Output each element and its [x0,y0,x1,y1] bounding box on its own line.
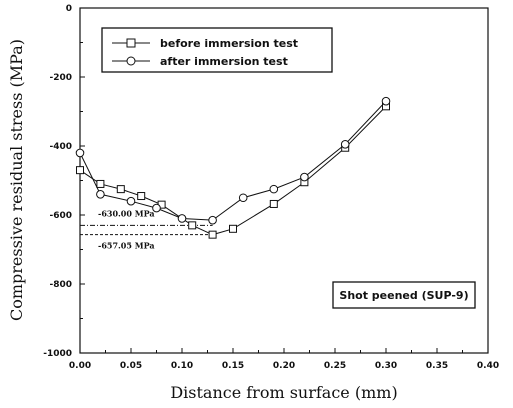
legend-label-before: before immersion test [160,37,298,50]
x-tick-label: 0.40 [477,361,499,371]
data-point-circle [96,190,105,199]
data-point-circle [126,196,136,206]
x-tick-label: 0.05 [120,361,142,371]
x-axis: 0.00 0.05 0.10 0.15 0.20 0.25 0.30 0.35 0.40 [69,348,499,371]
y-axis: 0 -200 -400 -600 -800 -1000 [43,4,85,359]
data-point-circle [177,214,187,223]
annotation-text: Shot peened (SUP-9) [339,289,468,302]
data-point-square [96,179,105,188]
data-point-circle [208,215,217,225]
data-point-circle [269,184,279,194]
x-tick-label: 0.10 [171,361,193,371]
series-layer [75,96,391,239]
reference-lines: -630.00 MPa -657.05 MPa [80,208,213,251]
x-tick-label: 0.25 [324,361,346,371]
data-point-circle [300,172,309,182]
legend-marker-circle [126,56,136,66]
series-line [79,100,387,221]
data-point-square [208,230,217,239]
legend-marker-square [126,38,136,48]
y-tick-label: -600 [49,211,72,221]
annotation-frame [332,281,476,309]
data-point-circle [75,148,85,158]
x-tick-label: 0.20 [273,361,295,371]
data-point-circle [381,96,391,106]
y-axis-label: Compressive residual stress (MPa) [7,39,26,321]
y-tick-label: -400 [49,142,72,152]
legend: before immersion test after immersion te… [101,27,333,73]
x-tick-label: 0.15 [222,361,244,371]
y-tick-label: 0 [66,4,72,14]
data-point-square [229,224,237,233]
x-axis-label: Distance from surface (mm) [170,383,397,402]
x-tick-label: 0.35 [426,361,448,371]
data-point-square [116,185,125,194]
y-tick-label: -200 [49,73,72,83]
data-point-square [188,221,197,230]
x-tick-label: 0.30 [375,361,397,371]
annotation-box: Shot peened (SUP-9) [332,281,476,309]
data-point-circle [152,203,161,213]
legend-label-after: after immersion test [160,55,288,68]
legend-box [101,27,333,73]
y-tick-label: -1000 [43,349,72,359]
data-point-square [269,199,278,208]
reference-line-label: -657.05 MPa [98,241,155,251]
reference-line-label: -630.00 MPa [98,208,155,218]
data-point-square [76,166,84,175]
x-tick-label: 0.00 [69,361,91,371]
data-point-square [137,192,146,201]
data-point-circle [238,193,248,203]
y-tick-label: -800 [49,280,72,290]
data-point-circle [340,139,350,149]
